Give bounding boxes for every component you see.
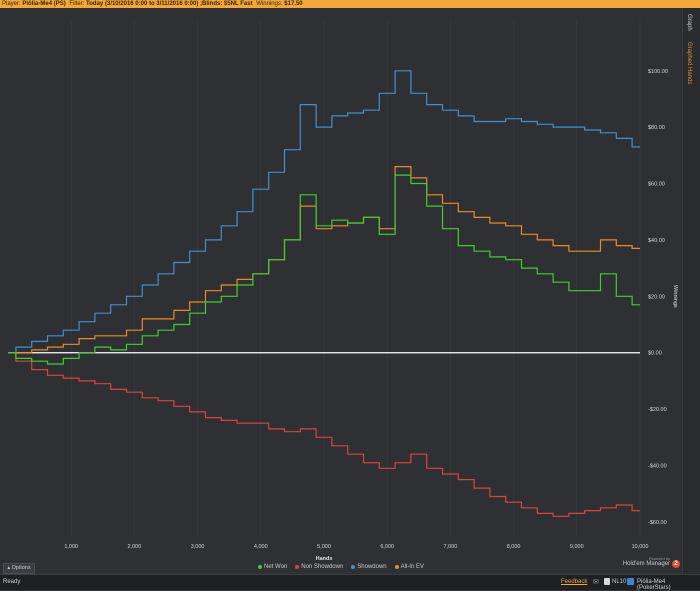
x-tick-label: 1,000 [64, 544, 78, 550]
legend-item-all-in-ev[interactable]: All-In EV [394, 564, 424, 570]
y-tick-label: $60.00 [648, 182, 665, 188]
y-tick-label: -$40.00 [648, 464, 667, 470]
y-tick-label: -$20.00 [648, 407, 667, 413]
legend-dot-showdown [351, 565, 356, 569]
y-tick-label: $0.00 [648, 351, 662, 357]
tab-graphed-hands[interactable]: Graphed Hands [686, 42, 692, 85]
y-tick-label: $20.00 [648, 294, 665, 300]
legend-item-non-showdown[interactable]: Non Showdown [295, 564, 343, 570]
stakes-label[interactable]: NL10 [612, 579, 627, 585]
tab-graph[interactable]: Graph [686, 14, 692, 31]
player-icon [627, 578, 634, 585]
title-bar: Player: Piölia-Me4 (PS) Filter: Today (3… [0, 0, 700, 8]
winnings-chart: -$60.00 -$40.00 -$20.00 $0.00 $20.00 $40.00 $6… [8, 20, 678, 562]
x-tick-label: 7,000 [444, 544, 458, 550]
legend-dot-net-won [258, 565, 263, 569]
legend-label-all-in-ev: All-In EV [400, 564, 424, 570]
options-label: Options [11, 565, 31, 571]
x-tick-label: 5,000 [317, 544, 331, 550]
status-bar: Ready Feedback ✉ NL10 Piölia-Me4 (PokerS… [0, 574, 700, 591]
x-tick-label: 8,000 [507, 544, 521, 550]
stakes-icon [604, 578, 610, 585]
series-line-non-showdown[interactable] [8, 352, 640, 517]
x-tick-label: 10,000 [632, 544, 649, 550]
feedback-link[interactable]: Feedback [561, 579, 588, 585]
feedback-icon[interactable]: ✉ [593, 579, 599, 586]
options-arrow-icon: ▴ [7, 565, 11, 571]
series-line-all-in-ev[interactable] [8, 166, 640, 354]
legend-item-net-won[interactable]: Net Won [258, 564, 287, 570]
winnings-value: $17.50 [284, 1, 303, 7]
active-player-label[interactable]: Piölia-Me4 (PokerStars) [637, 579, 671, 591]
chart-area: -$60.00 -$40.00 -$20.00 $0.00 $20.00 $40.00 $6… [0, 8, 682, 574]
series-line-showdown[interactable] [8, 70, 640, 354]
x-tick-label: 6,000 [380, 544, 394, 550]
brand-badge: 2 [672, 560, 680, 568]
y-tick-label: $80.00 [648, 125, 665, 131]
status-ready: Ready [3, 579, 21, 585]
x-tick-label: 3,000 [191, 544, 205, 550]
player-name[interactable]: Piölia-Me4 (PS) [22, 1, 66, 7]
brand-name: Hold'em Manager [622, 561, 670, 567]
x-axis-title: Hands [316, 556, 333, 562]
legend-label-net-won: Net Won [264, 564, 288, 570]
x-tick-label: 4,000 [254, 544, 268, 550]
legend-dot-non-showdown [295, 565, 300, 569]
x-tick-label: 2,000 [128, 544, 142, 550]
y-axis-title: Winnings [672, 285, 678, 308]
winnings-label: Winnings: [256, 1, 283, 7]
filter-label: Filter: [69, 1, 85, 7]
chart-legend: Net Won Non Showdown Showdown All-In EV [0, 564, 682, 570]
x-tick-label: 9,000 [570, 544, 584, 550]
legend-dot-all-in-ev [394, 565, 399, 569]
options-button[interactable]: ▴ Options [3, 563, 35, 574]
legend-label-showdown: Showdown [357, 564, 387, 570]
powered-by-text: Powered by [648, 556, 670, 561]
y-tick-label: -$60.00 [648, 520, 667, 526]
side-panel: Graph Graphed Hands [682, 8, 700, 574]
y-tick-label: $100.00 [648, 69, 668, 75]
series-line-net-won[interactable] [8, 174, 640, 365]
player-label: Player: [2, 1, 21, 7]
powered-by-logo: Powered by Hold'em Manager 2 [622, 556, 680, 570]
legend-item-showdown[interactable]: Showdown [351, 564, 387, 570]
y-tick-label: $40.00 [648, 238, 665, 244]
filter-value[interactable]: Today (3/10/2016 0:00 to 3/11/2016 0:00)… [86, 1, 253, 7]
legend-label-non-showdown: Non Showdown [301, 564, 344, 570]
